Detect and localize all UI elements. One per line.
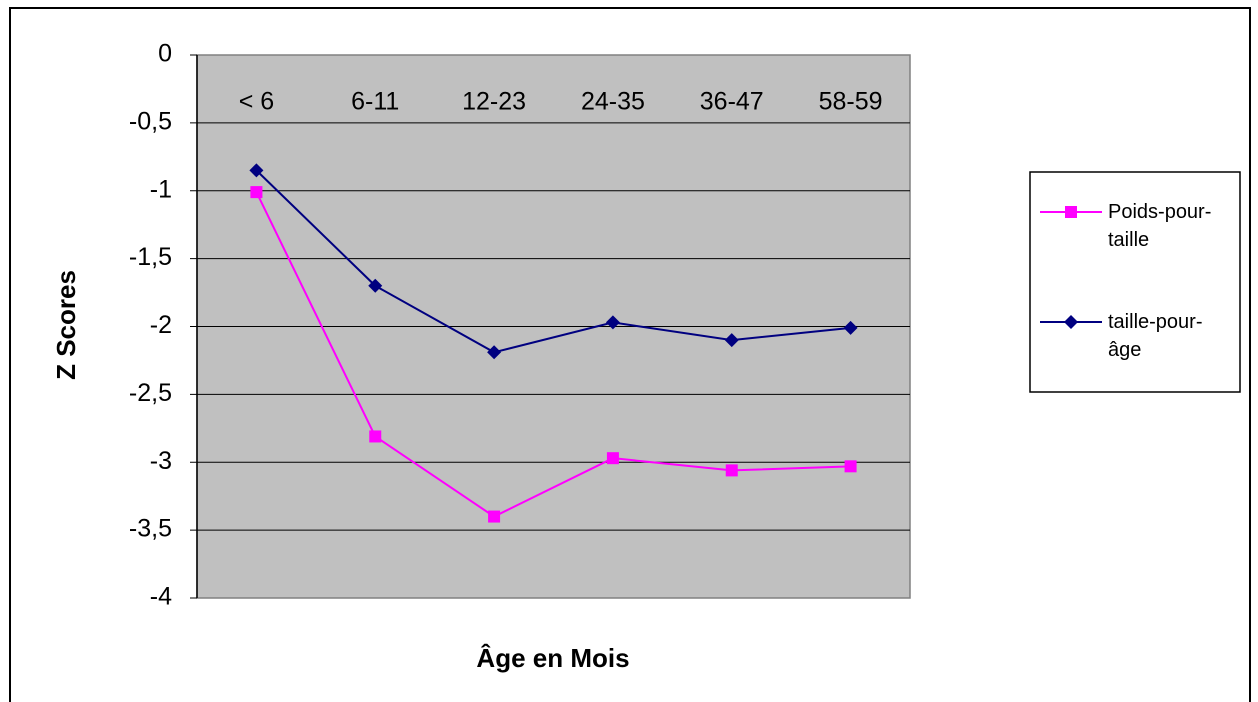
marker xyxy=(1065,206,1077,218)
y-tick-label: -1,5 xyxy=(129,243,172,271)
marker xyxy=(249,163,264,178)
y-tick-label: -2 xyxy=(150,311,172,339)
series-line xyxy=(255,169,851,354)
x-tick-label: 24-35 xyxy=(581,88,645,116)
y-tick-label: -0,5 xyxy=(129,107,172,135)
y-tick-label: -2,5 xyxy=(129,379,172,407)
marker xyxy=(250,186,263,199)
marker xyxy=(488,510,501,523)
marker xyxy=(369,430,382,443)
marker xyxy=(725,464,738,477)
x-tick-label: 58-59 xyxy=(819,88,883,116)
x-tick-label: 12-23 xyxy=(462,88,526,116)
marker xyxy=(487,345,502,360)
y-tick-label: 0 xyxy=(158,40,172,68)
y-tick-label: -3,5 xyxy=(129,515,172,543)
y-tick-label: -1 xyxy=(150,175,172,203)
x-axis-title: Âge en Mois xyxy=(476,643,629,673)
marker xyxy=(605,315,620,330)
chart-frame xyxy=(9,7,1251,702)
series-line xyxy=(255,191,851,518)
marker xyxy=(1064,315,1078,329)
marker xyxy=(724,333,739,348)
y-tick-label: -3 xyxy=(150,447,172,475)
y-axis-title: Z Scores xyxy=(51,270,81,380)
legend-label: Poids-pour-taille xyxy=(1108,201,1212,251)
marker xyxy=(843,320,858,335)
marker xyxy=(844,460,857,473)
marker xyxy=(606,452,619,465)
y-tick-label: -4 xyxy=(150,583,172,611)
x-tick-label: 36-47 xyxy=(700,88,764,116)
legend-label: taille-pour-âge xyxy=(1108,311,1203,361)
marker xyxy=(368,278,383,293)
x-tick-label: 6-11 xyxy=(351,88,399,116)
x-tick-label: < 6 xyxy=(239,88,274,116)
